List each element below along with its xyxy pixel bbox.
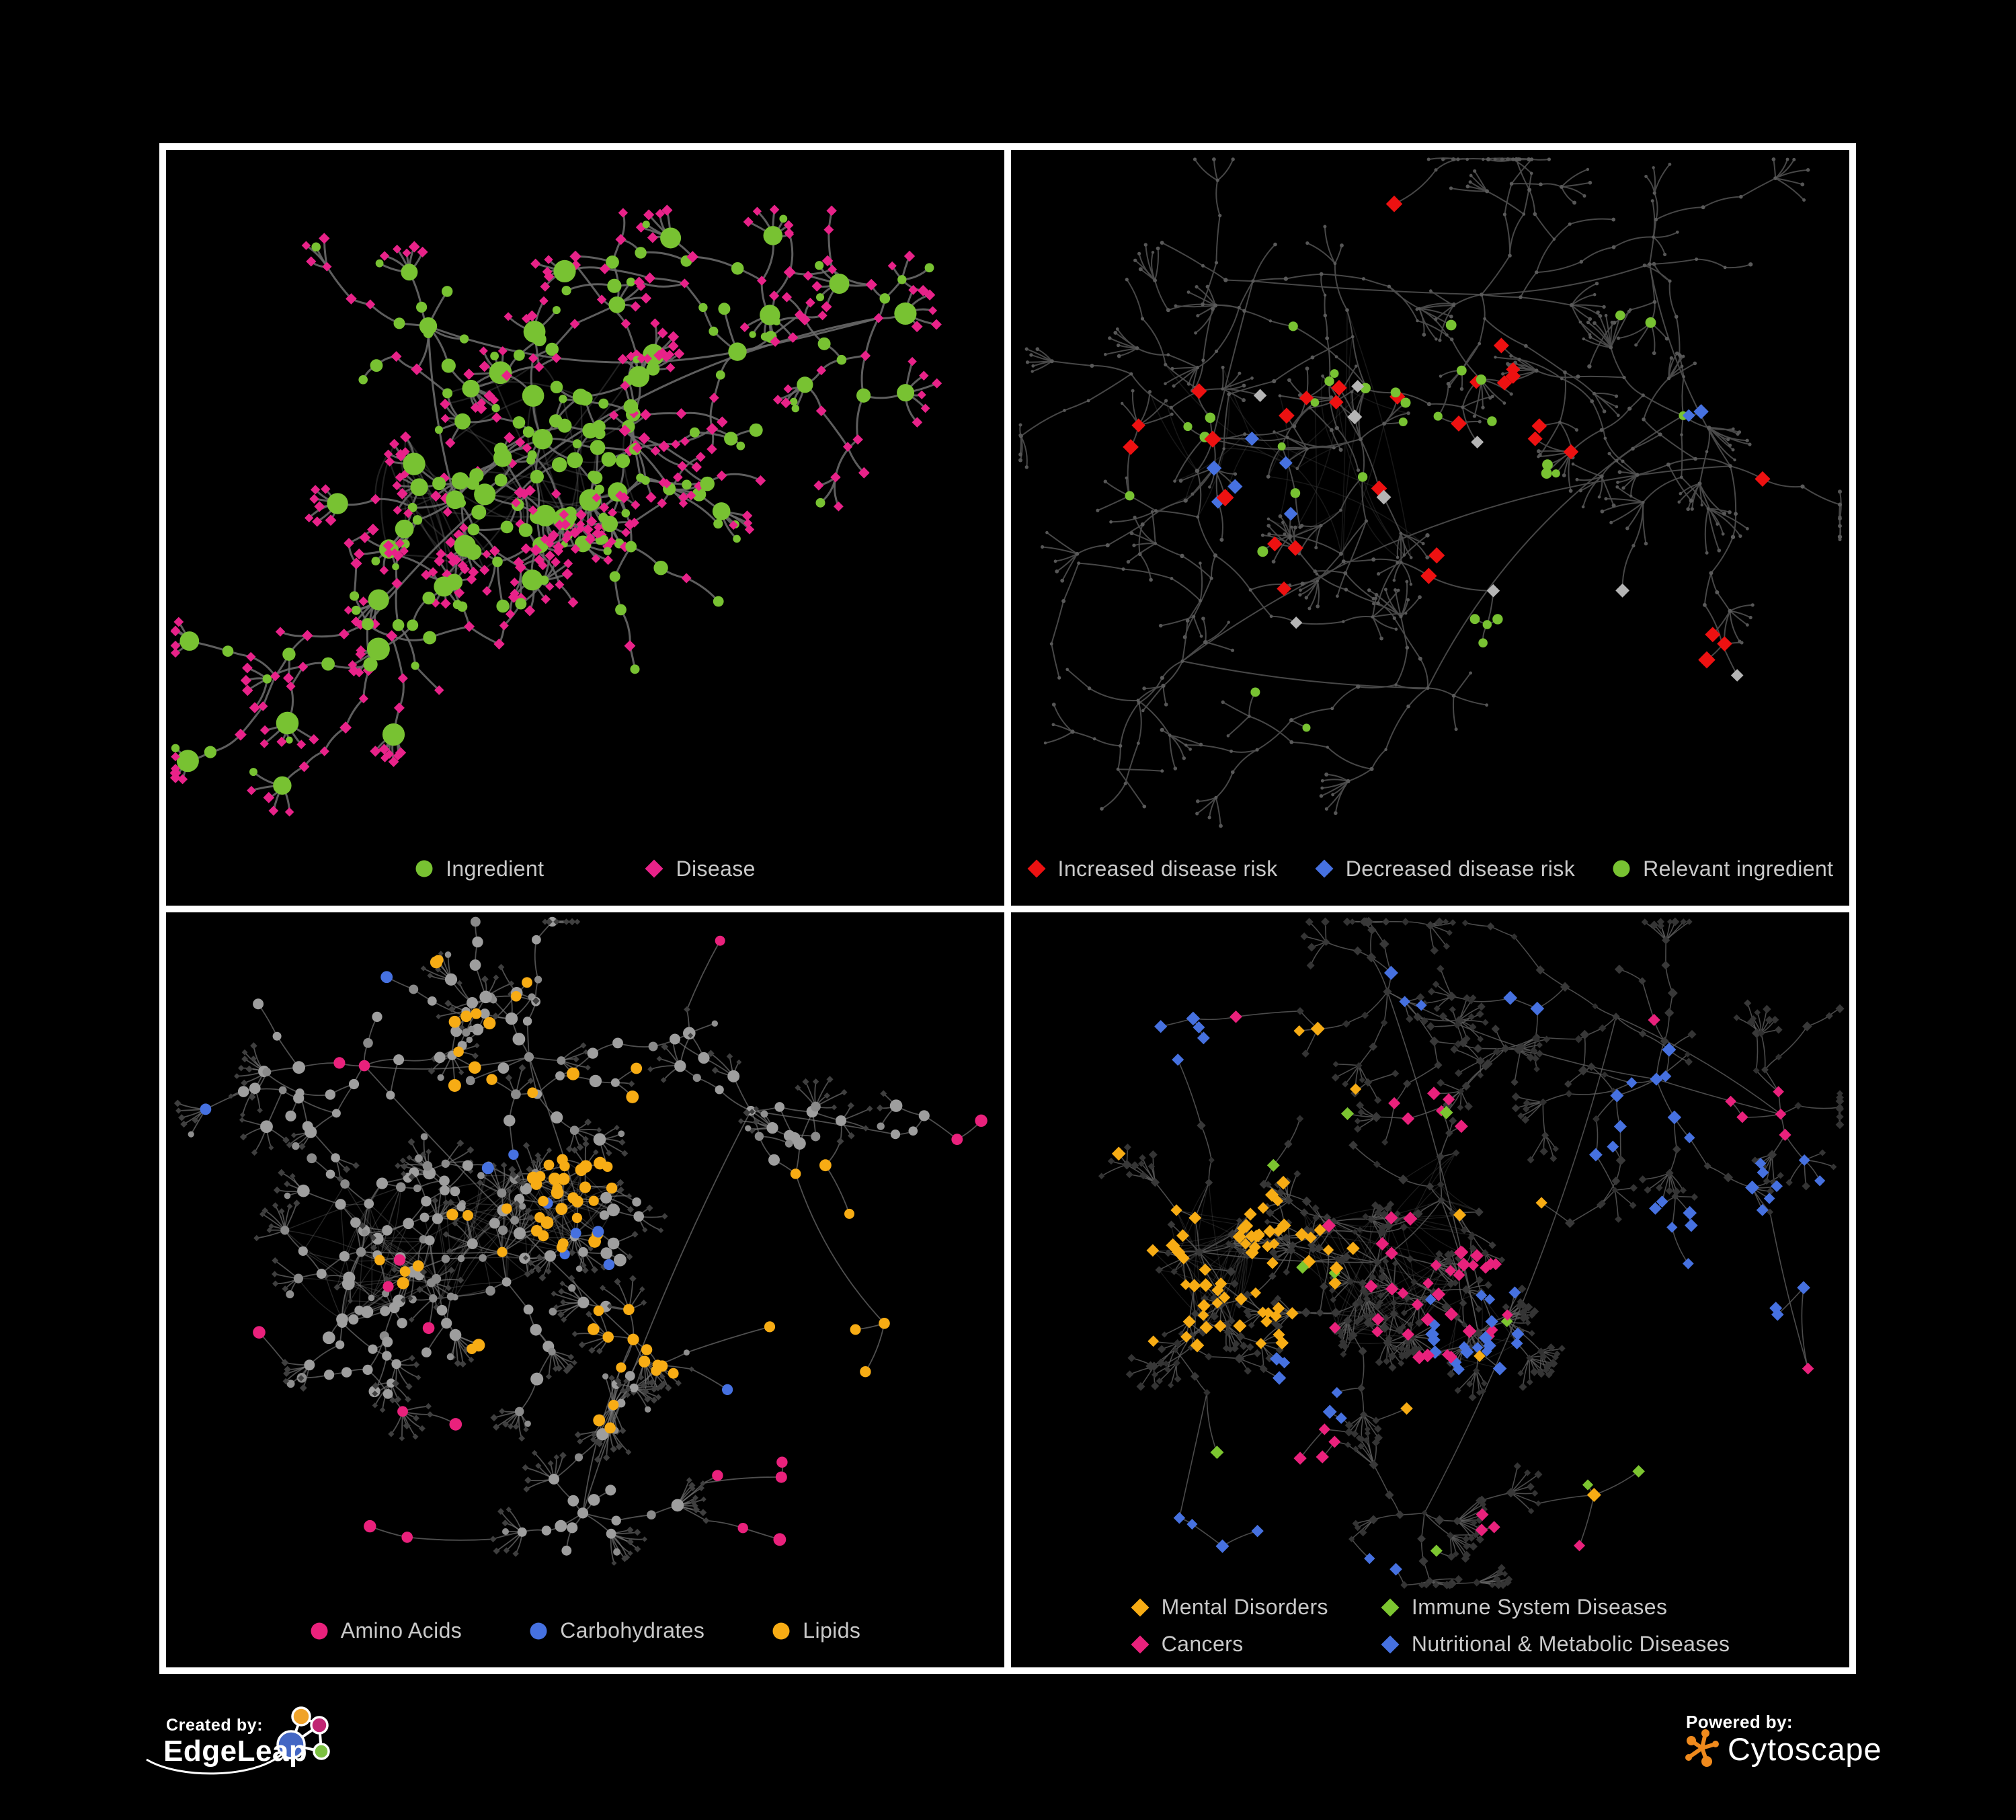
network-disease-risk — [1018, 157, 1843, 828]
network-disease-categories — [1098, 916, 1845, 1589]
diamond-swatch-icon — [1131, 1598, 1150, 1616]
circle-swatch-icon — [311, 1622, 328, 1639]
legend-label: Relevant ingredient — [1643, 856, 1834, 881]
legend-grid: Mental Disorders Immune System Diseases Ca… — [1131, 1595, 1730, 1657]
diamond-swatch-icon — [645, 859, 663, 878]
legend-label: Nutritional & Metabolic Diseases — [1411, 1632, 1730, 1656]
legend-item-lipids: Lipids — [772, 1618, 860, 1643]
cytoscape-logo-icon — [1685, 1729, 1719, 1767]
panel-nutrient-classes: Amino Acids Carbohydrates Lipids — [166, 912, 1004, 1667]
legend-label: Mental Disorders — [1161, 1595, 1328, 1619]
panel-ingredient-disease: Ingredient Disease — [166, 150, 1004, 906]
legend-item-disease: Disease — [645, 857, 755, 881]
legend-item-amino-acids: Amino Acids — [310, 1618, 462, 1643]
network-nutrient-classes — [173, 916, 987, 1566]
figure-grid: Ingredient Disease Increased disease risk… — [159, 143, 1856, 1674]
legend-item-carbohydrates: Carbohydrates — [529, 1618, 704, 1643]
created-by-label: Created by: — [166, 1716, 264, 1735]
legend-label: Ingredient — [446, 856, 545, 881]
legend-item-immune-system-diseases: Immune System Diseases — [1381, 1595, 1730, 1620]
legend-item-increased-disease-risk: Increased disease risk — [1027, 857, 1278, 881]
legend-disease-risk: Increased disease risk Decreased disease … — [1011, 857, 1849, 881]
powered-by-label: Powered by: — [1686, 1712, 1793, 1732]
legend-disease-categories: Mental Disorders Immune System Diseases Ca… — [1011, 1595, 1849, 1657]
diamond-swatch-icon — [1381, 1635, 1400, 1653]
panel-disease-risk: Increased disease risk Decreased disease … — [1011, 150, 1849, 906]
circle-swatch-icon — [415, 860, 433, 877]
legend-item-relevant-ingredient: Relevant ingredient — [1612, 857, 1833, 881]
legend-label: Carbohydrates — [560, 1618, 705, 1643]
panel-disease-categories: Mental Disorders Immune System Diseases Ca… — [1011, 912, 1849, 1667]
legend-item-nutritional-metabolic-diseases: Nutritional & Metabolic Diseases — [1381, 1632, 1730, 1657]
legend-item-ingredient: Ingredient — [415, 857, 544, 881]
legend-label: Lipids — [803, 1618, 861, 1643]
circle-swatch-icon — [772, 1622, 790, 1639]
circle-swatch-icon — [1613, 860, 1630, 877]
diamond-swatch-icon — [1315, 859, 1334, 878]
legend-ingredient-disease: Ingredient Disease — [166, 857, 1004, 881]
legend-nutrient-classes: Amino Acids Carbohydrates Lipids — [166, 1618, 1004, 1643]
legend-label: Cancers — [1161, 1632, 1244, 1656]
legend-label: Disease — [676, 856, 756, 881]
legend-label: Immune System Diseases — [1411, 1595, 1668, 1619]
diamond-swatch-icon — [1381, 1598, 1400, 1616]
edgeleap-wordmark: EdgeLeap — [163, 1735, 308, 1768]
diamond-swatch-icon — [1027, 859, 1046, 878]
edgeleap-logo-icon — [146, 1706, 330, 1775]
circle-swatch-icon — [530, 1622, 547, 1639]
cytoscape-wordmark: Cytoscape — [1728, 1731, 1882, 1767]
legend-item-decreased-disease-risk: Decreased disease risk — [1315, 857, 1575, 881]
network-ingredient-disease — [169, 204, 942, 817]
legend-label: Increased disease risk — [1057, 856, 1278, 881]
legend-label: Amino Acids — [340, 1618, 462, 1643]
legend-item-mental-disorders: Mental Disorders — [1131, 1595, 1328, 1620]
legend-item-cancers: Cancers — [1131, 1632, 1328, 1657]
legend-label: Decreased disease risk — [1345, 856, 1576, 881]
diamond-swatch-icon — [1131, 1635, 1150, 1653]
